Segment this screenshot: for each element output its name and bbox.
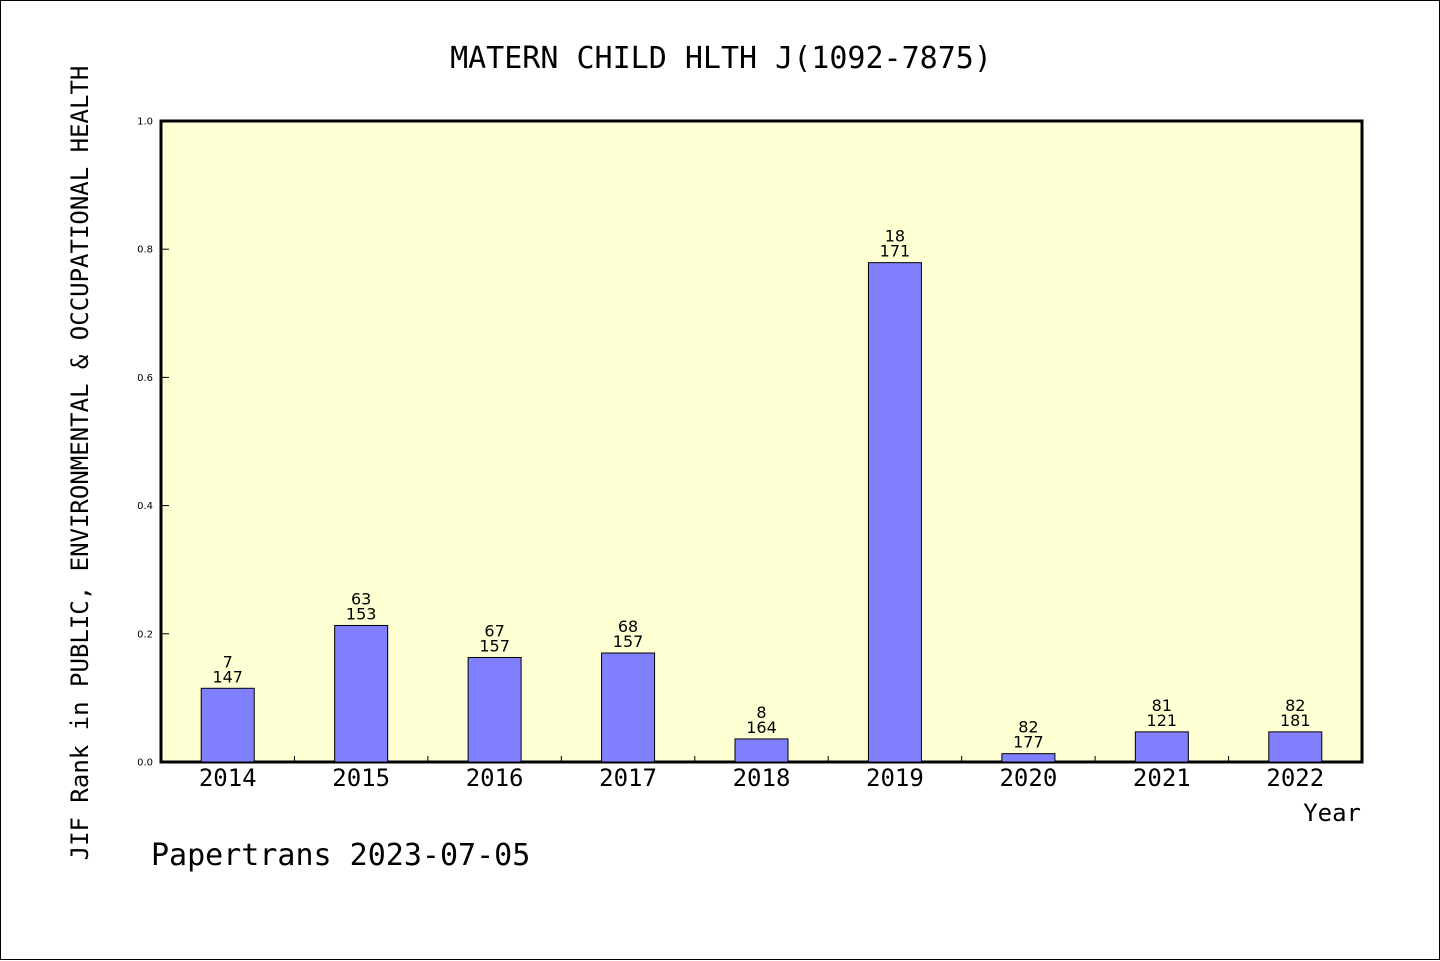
x-tick-label: 2014 <box>199 764 257 792</box>
bar-rank-label: 82 <box>1018 718 1038 737</box>
bar-2015 <box>334 624 389 763</box>
bar-total-label: 121 <box>1147 711 1178 730</box>
x-tick-label: 2019 <box>866 764 924 792</box>
bar-2019 <box>867 262 922 763</box>
y-axis-label: JIF Rank in PUBLIC, ENVIRONMENTAL & OCCU… <box>66 66 94 861</box>
bar-rank-label: 63 <box>351 589 371 608</box>
bar-2022 <box>1268 731 1323 763</box>
y-axis: 0.0 0.2 0.4 0.6 0.8 1.0 <box>137 117 169 769</box>
x-axis-label: Year <box>1303 799 1361 827</box>
x-tick-label: 2017 <box>599 764 657 792</box>
y-tick-label: 0.6 <box>137 373 153 384</box>
bar-2020 <box>1001 753 1056 763</box>
bar-rank-label: 81 <box>1152 696 1172 715</box>
bar-rank-label: 82 <box>1285 696 1305 715</box>
bar-total-label: 171 <box>880 242 911 261</box>
x-axis: 2014 2015 2016 2017 2018 2019 2020 2021 2022 <box>199 756 1324 792</box>
bar-2016 <box>467 657 522 763</box>
y-tick-label: 1.0 <box>137 117 153 128</box>
x-tick-label: 2020 <box>999 764 1057 792</box>
bar-total-label: 147 <box>212 667 243 686</box>
bar-total-label: 157 <box>479 637 510 656</box>
bar-2018 <box>734 738 789 763</box>
bar-2021 <box>1134 731 1189 763</box>
bar-total-label: 153 <box>346 604 377 623</box>
bar-labels-group: 7147631536715768157816418171821778112182… <box>212 227 1310 752</box>
y-tick-label: 0.0 <box>137 758 153 769</box>
bar-rank-label: 67 <box>484 622 504 641</box>
bar-2017 <box>601 652 656 763</box>
x-tick-label: 2022 <box>1266 764 1324 792</box>
bar-2014 <box>200 687 255 763</box>
bar-rank-label: 8 <box>756 703 766 722</box>
bar-rank-label: 68 <box>618 617 638 636</box>
bar-total-label: 177 <box>1013 733 1044 752</box>
x-tick-label: 2016 <box>466 764 524 792</box>
source-footer: Papertrans 2023-07-05 <box>151 838 530 873</box>
bar-total-label: 164 <box>746 718 777 737</box>
chart-title: MATERN CHILD HLTH J(1092-7875) <box>450 41 992 76</box>
bar-rank-label: 7 <box>223 652 233 671</box>
bar-rank-label: 18 <box>885 227 905 246</box>
bars-group <box>200 262 1323 763</box>
bar-total-label: 181 <box>1280 711 1311 730</box>
y-tick-label: 0.8 <box>137 245 153 256</box>
y-tick-label: 0.2 <box>137 629 153 640</box>
x-tick-label: 2018 <box>733 764 791 792</box>
x-tick-label: 2021 <box>1133 764 1191 792</box>
x-tick-label: 2015 <box>332 764 390 792</box>
y-tick-label: 0.4 <box>137 501 153 512</box>
bar-total-label: 157 <box>613 632 644 651</box>
